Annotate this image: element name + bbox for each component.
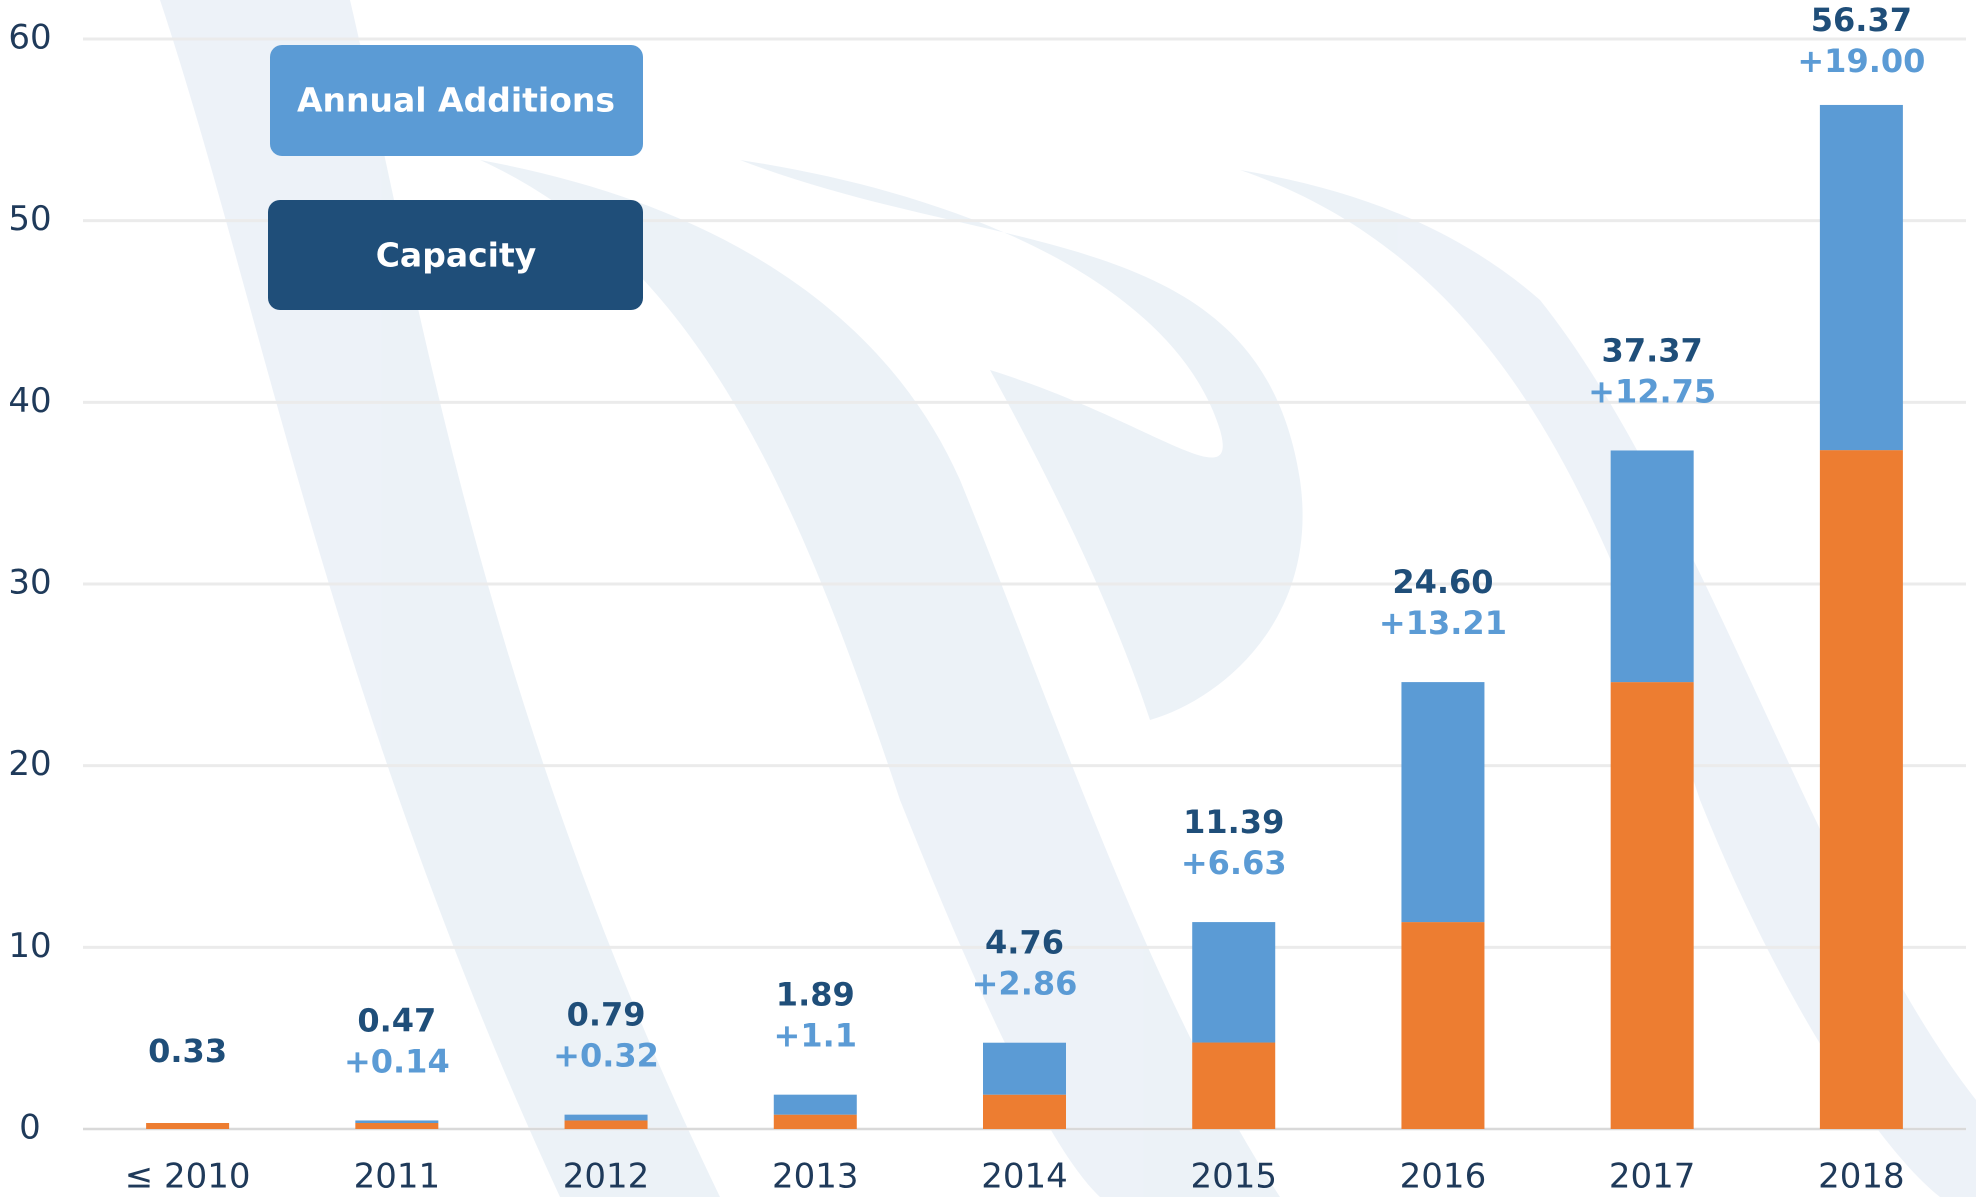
bar-segment xyxy=(1819,104,1903,451)
total-label: 24.60 xyxy=(1392,563,1493,601)
bar-segment xyxy=(773,1094,857,1115)
addition-label: +12.75 xyxy=(1588,372,1716,410)
bar-segment xyxy=(1401,922,1485,1129)
addition-label: +13.21 xyxy=(1379,604,1507,642)
addition-label: +1.1 xyxy=(774,1017,858,1055)
x-tick-label: 2012 xyxy=(563,1157,650,1197)
bar-segment xyxy=(983,1094,1066,1129)
total-label: 11.39 xyxy=(1183,803,1284,841)
legend-label: Capacity xyxy=(376,236,537,275)
total-label: 0.47 xyxy=(357,1001,436,1039)
bar-segment xyxy=(1401,682,1485,923)
x-tick-label: 2014 xyxy=(981,1157,1068,1197)
legend-label: Annual Additions xyxy=(297,81,615,120)
bar-segment xyxy=(1610,682,1694,1129)
total-label: 37.37 xyxy=(1602,331,1703,369)
bar-segment xyxy=(983,1042,1066,1095)
bar-segment xyxy=(355,1120,439,1124)
bar-segment xyxy=(1192,922,1276,1043)
y-tick-label: 60 xyxy=(8,18,51,58)
total-label: 1.89 xyxy=(776,976,855,1014)
total-label: 4.76 xyxy=(985,924,1064,962)
bar-segment xyxy=(1192,1042,1276,1129)
addition-label: +0.14 xyxy=(344,1042,450,1080)
addition-label: +0.32 xyxy=(553,1037,659,1075)
y-tick-label: 0 xyxy=(19,1108,41,1148)
addition-label: +19.00 xyxy=(1797,42,1925,80)
total-label: 0.79 xyxy=(567,996,646,1034)
bar-segment xyxy=(1819,450,1903,1129)
bar-segment xyxy=(564,1120,648,1129)
y-tick-label: 20 xyxy=(8,744,51,784)
bar-segment xyxy=(146,1123,230,1129)
x-tick-label: 2018 xyxy=(1818,1157,1905,1197)
x-tick-label: ≤ 2010 xyxy=(125,1157,251,1197)
bar-segment xyxy=(773,1114,857,1129)
x-tick-label: 2013 xyxy=(772,1157,859,1197)
y-tick-label: 30 xyxy=(8,563,51,603)
addition-label: +2.86 xyxy=(972,965,1078,1003)
y-tick-label: 50 xyxy=(8,199,51,239)
y-tick-label: 40 xyxy=(8,381,51,421)
legend-box xyxy=(268,200,643,310)
x-tick-label: 2011 xyxy=(354,1157,441,1197)
x-tick-label: 2017 xyxy=(1609,1157,1696,1197)
addition-label: +6.63 xyxy=(1181,844,1287,882)
bar-segment xyxy=(355,1123,439,1129)
bar-segment xyxy=(1610,450,1694,683)
legend-box xyxy=(270,45,643,156)
bar-segment xyxy=(564,1114,648,1121)
y-tick-label: 10 xyxy=(8,926,51,966)
x-tick-label: 2015 xyxy=(1190,1157,1277,1197)
x-tick-label: 2016 xyxy=(1400,1157,1487,1197)
total-label: 56.37 xyxy=(1811,1,1912,39)
total-label: 0.33 xyxy=(148,1032,227,1070)
